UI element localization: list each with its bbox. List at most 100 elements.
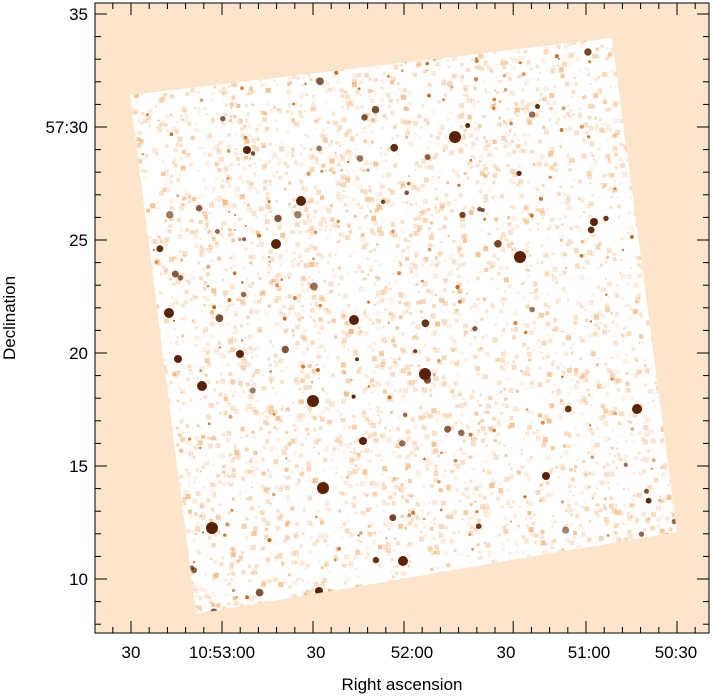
noise-pixel — [617, 510, 623, 516]
noise-pixel — [469, 343, 472, 346]
noise-pixel — [352, 415, 356, 418]
noise-pixel — [629, 267, 632, 270]
noise-pixel — [320, 195, 325, 200]
noise-pixel — [596, 385, 600, 389]
noise-pixel — [298, 114, 301, 117]
noise-pixel — [504, 132, 507, 134]
noise-pixel — [210, 310, 214, 315]
noise-pixel — [592, 293, 597, 297]
noise-pixel — [327, 87, 332, 92]
noise-pixel — [297, 254, 302, 259]
noise-pixel — [619, 271, 622, 274]
noise-pixel — [316, 363, 319, 366]
noise-pixel — [356, 174, 359, 177]
noise-pixel — [528, 254, 532, 258]
noise-pixel — [560, 400, 566, 406]
noise-pixel — [352, 182, 358, 188]
noise-pixel — [169, 302, 175, 308]
noise-pixel — [393, 259, 396, 262]
noise-pixel — [526, 457, 532, 463]
noise-pixel — [281, 313, 287, 319]
noise-pixel — [160, 121, 166, 127]
noise-pixel — [245, 104, 248, 107]
noise-pixel — [585, 204, 590, 209]
noise-pixel — [464, 358, 469, 363]
noise-pixel — [255, 128, 259, 132]
noise-pixel — [259, 510, 265, 516]
noise-pixel — [526, 347, 529, 350]
noise-pixel — [499, 265, 502, 268]
noise-pixel — [550, 273, 554, 277]
noise-pixel — [541, 261, 543, 264]
noise-pixel — [460, 110, 466, 116]
noise-pixel — [371, 383, 375, 387]
noise-pixel — [609, 374, 613, 378]
noise-pixel — [521, 148, 526, 153]
noise-pixel — [512, 172, 518, 177]
noise-pixel — [346, 514, 349, 517]
noise-pixel — [647, 517, 651, 521]
noise-pixel — [180, 258, 184, 262]
noise-pixel — [189, 515, 193, 518]
noise-pixel — [591, 470, 597, 476]
noise-pixel — [145, 118, 150, 123]
noise-pixel — [195, 491, 201, 497]
noise-pixel — [380, 487, 383, 490]
noise-pixel — [248, 345, 253, 350]
noise-pixel — [629, 307, 633, 311]
noise-pixel — [183, 188, 189, 194]
noise-pixel — [513, 133, 516, 136]
noise-pixel — [465, 424, 470, 429]
noise-pixel — [289, 485, 292, 488]
noise-pixel — [533, 112, 539, 118]
noise-pixel — [525, 265, 528, 268]
noise-pixel — [173, 374, 178, 379]
noise-pixel — [392, 221, 395, 224]
noise-pixel — [414, 335, 417, 337]
noise-pixel — [310, 413, 316, 419]
noise-pixel — [612, 133, 618, 139]
noise-pixel — [369, 97, 375, 103]
noise-pixel — [443, 300, 448, 306]
noise-pixel — [298, 472, 303, 477]
noise-pixel — [290, 230, 295, 235]
noise-pixel — [640, 341, 646, 347]
noise-pixel — [257, 345, 262, 350]
noise-pixel — [405, 463, 411, 469]
noise-pixel — [400, 490, 404, 494]
noise-pixel — [241, 570, 246, 575]
noise-pixel — [185, 440, 190, 445]
noise-pixel — [294, 534, 300, 540]
noise-pixel — [494, 147, 498, 150]
noise-pixel — [604, 122, 609, 127]
noise-pixel — [375, 275, 379, 279]
noise-pixel — [325, 398, 331, 404]
noise-pixel — [594, 363, 599, 367]
noise-pixel — [188, 478, 191, 481]
noise-pixel — [485, 542, 491, 548]
noise-pixel — [522, 280, 525, 284]
noise-pixel — [188, 425, 191, 428]
noise-pixel — [380, 105, 383, 107]
noise-pixel — [577, 226, 583, 232]
noise-pixel — [382, 466, 388, 472]
noise-pixel — [611, 410, 616, 415]
noise-pixel — [488, 152, 494, 157]
noise-pixel — [498, 169, 501, 171]
noise-pixel — [386, 547, 391, 553]
noise-pixel — [497, 441, 501, 445]
noise-pixel — [613, 71, 619, 77]
noise-pixel — [244, 247, 248, 251]
noise-pixel — [563, 270, 567, 274]
noise-pixel — [606, 173, 610, 177]
noise-pixel — [572, 535, 577, 540]
noise-pixel — [277, 512, 283, 518]
noise-pixel — [298, 110, 303, 115]
noise-pixel — [264, 415, 267, 418]
noise-pixel — [232, 331, 236, 335]
noise-pixel — [388, 311, 393, 316]
noise-pixel — [546, 356, 550, 359]
noise-pixel — [200, 512, 206, 518]
noise-pixel — [310, 536, 313, 538]
noise-pixel — [273, 274, 278, 279]
